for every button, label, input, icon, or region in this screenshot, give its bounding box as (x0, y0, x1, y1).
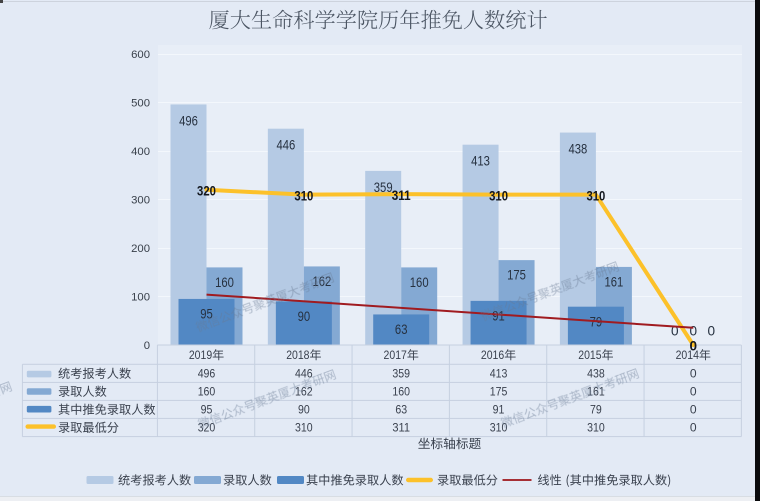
svg-text:310: 310 (489, 188, 508, 203)
svg-text:400: 400 (131, 146, 150, 158)
svg-text:310: 310 (294, 188, 313, 203)
svg-text:175: 175 (490, 385, 508, 399)
svg-text:438: 438 (587, 367, 605, 381)
svg-text:175: 175 (507, 268, 526, 283)
svg-text:0: 0 (690, 367, 697, 381)
svg-text:0: 0 (690, 421, 697, 435)
svg-text:79: 79 (590, 403, 602, 417)
svg-text:496: 496 (179, 113, 198, 128)
svg-text:0: 0 (690, 403, 697, 417)
svg-text:63: 63 (395, 322, 408, 337)
svg-text:160: 160 (198, 385, 216, 399)
svg-text:91: 91 (493, 403, 505, 417)
svg-text:0: 0 (144, 340, 150, 352)
svg-text:2014: 2014 (676, 348, 700, 362)
svg-text:310: 310 (587, 421, 605, 435)
svg-text:90: 90 (298, 403, 310, 417)
svg-text:160: 160 (392, 385, 410, 399)
svg-text:200: 200 (131, 243, 150, 255)
svg-text:95: 95 (201, 403, 213, 417)
svg-text:162: 162 (295, 385, 313, 399)
svg-text:100: 100 (131, 291, 150, 303)
svg-text:320: 320 (197, 183, 216, 198)
svg-text:2015: 2015 (578, 348, 602, 362)
svg-text:2018: 2018 (286, 348, 310, 362)
svg-text:160: 160 (410, 275, 429, 290)
svg-text:413: 413 (471, 154, 490, 169)
svg-text:311: 311 (392, 188, 411, 203)
svg-text:300: 300 (131, 194, 150, 206)
svg-text:160: 160 (215, 275, 234, 290)
svg-text:359: 359 (374, 180, 393, 195)
svg-text:310: 310 (586, 188, 605, 203)
svg-text:500: 500 (131, 97, 150, 109)
svg-text:2019: 2019 (189, 348, 213, 362)
svg-text:2017: 2017 (384, 348, 408, 362)
svg-text:90: 90 (298, 309, 311, 324)
svg-text:359: 359 (392, 367, 410, 381)
svg-text:438: 438 (568, 142, 587, 157)
svg-text:600: 600 (131, 49, 150, 61)
svg-text:496: 496 (198, 367, 216, 381)
svg-text:0: 0 (689, 323, 697, 338)
svg-text:0: 0 (707, 323, 715, 338)
svg-text:2016: 2016 (481, 348, 505, 362)
svg-text:310: 310 (490, 421, 508, 435)
svg-text:311: 311 (392, 421, 410, 435)
svg-text:161: 161 (604, 275, 623, 290)
svg-text:413: 413 (490, 367, 508, 381)
svg-text:63: 63 (395, 403, 407, 417)
svg-text:0: 0 (690, 385, 697, 399)
svg-text:95: 95 (200, 307, 213, 322)
svg-text:446: 446 (295, 367, 313, 381)
svg-text:0: 0 (689, 339, 697, 354)
svg-text:310: 310 (295, 421, 313, 435)
svg-text:0: 0 (671, 323, 679, 338)
svg-text:446: 446 (276, 138, 295, 153)
svg-text:320: 320 (198, 421, 216, 435)
